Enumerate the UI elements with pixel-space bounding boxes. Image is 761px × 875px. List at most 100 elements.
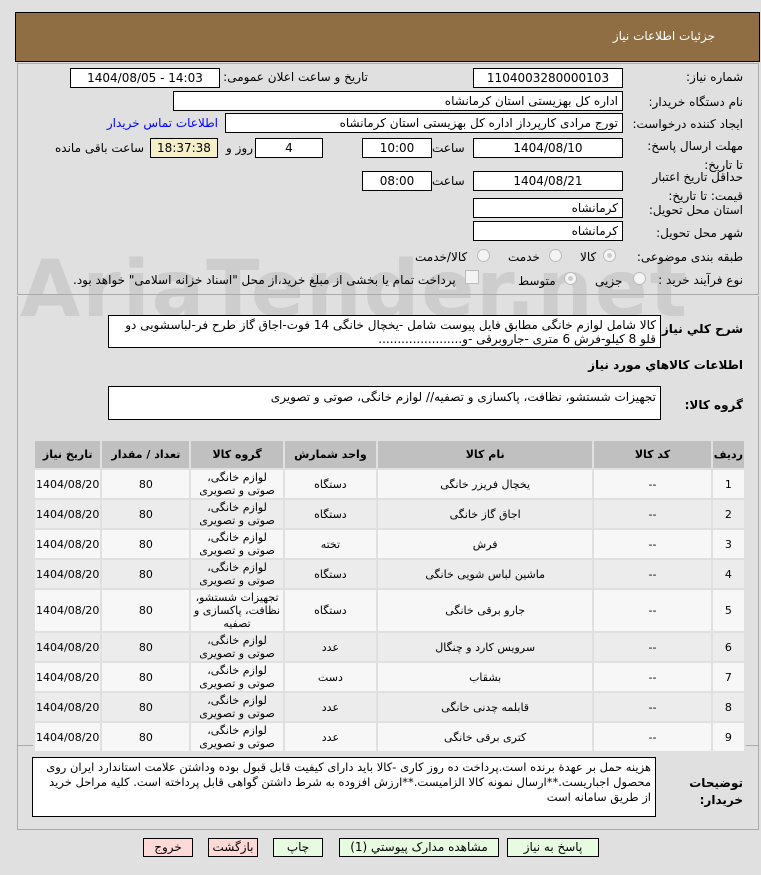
table-row: 7 -- بشقاب دست لوازم خانگی، صوتی و تصویری 80 1… [32,661,747,693]
cell-item-group: لوازم خانگی، صوتی و تصویری [189,721,285,753]
cell-item-name: قابلمه چدنی خانگی [376,691,595,723]
table-row: 3 -- فرش تخته لوازم خانگی، صوتی و تصویری 80 14… [32,528,747,560]
cell-unit: دستگاه [282,498,379,530]
creator-field: تورج مرادی کارپرداز اداره کل بهزیستی است… [225,113,623,133]
process-option-medium: متوسط [518,274,556,288]
remaining-time-field: 18:37:38 [150,138,218,158]
cell-item-group: لوازم خانگی، صوتی و تصویری [189,528,285,560]
attachments-button[interactable]: مشاهده مدارک پیوستي (1) [339,838,499,857]
cell-item-code: -- [592,468,713,500]
cell-item-name: فرش [376,528,595,560]
cell-unit: دستگاه [282,588,379,633]
cell-item-name: بشقاب [376,661,595,693]
cell-unit: دستگاه [282,468,379,500]
col-name: نام کالا [376,439,595,470]
goods-info-title: اطلاعات کالاهاي مورد نياز [588,358,743,372]
exit-button[interactable]: خروج [143,838,193,857]
cell-quantity: 80 [100,498,192,530]
cell-unit: عدد [282,631,379,663]
validity-time-label: ساعت [432,174,465,188]
province-label: استان محل تحویل: [648,203,743,217]
cell-unit: عدد [282,721,379,753]
treasury-checkbox[interactable] [465,270,479,284]
cell-item-name: ماشین لباس شویی خانگی [376,558,595,590]
buyer-contact-link[interactable]: اطلاعات تماس خریدار [106,116,218,130]
notes-textarea[interactable]: هزینه حمل بر عهدة برنده است.پرداخت ده رو… [32,757,656,817]
category-radio-goods-service[interactable] [477,249,490,262]
description-textarea[interactable]: کالا شامل لوازم خانگی مطابق فایل پیوست ش… [108,315,661,348]
cell-need-date: 1404/08/20 [32,588,103,633]
buyer-org-field: اداره کل بهزیستی استان کرمانشاه [173,91,623,111]
cell-item-name: یخچال فریزر خانگی [376,468,595,500]
category-option-goods-service: کالا/خدمت [415,250,468,264]
need-number-field: 1104003280000103 [473,68,623,88]
cell-quantity: 80 [100,468,192,500]
col-qty: تعداد / مقدار [100,439,192,470]
goods-table: ردیف کد کالا نام کالا واحد شمارش گروه کا… [32,439,747,753]
need-number-label: شماره نیاز: [686,70,743,84]
cell-item-code: -- [592,691,713,723]
deadline-date-field: 1404/08/10 [473,138,623,158]
goods-group-textarea[interactable]: تجهیزات شستشو، نظافت، پاکسازی و تصفیه// … [108,386,661,420]
col-unit: واحد شمارش [282,439,379,470]
cell-item-group: لوازم خانگی، صوتی و تصویری [189,631,285,663]
cell-need-date: 1404/08/20 [32,691,103,723]
cell-quantity: 80 [100,588,192,633]
announce-label: تاریخ و ساعت اعلان عمومی: [223,70,368,84]
cell-row-number: 3 [710,528,747,560]
deadline-time-label: ساعت [432,141,465,155]
cell-item-group: تجهیزات شستشو، نظافت، پاکسازی و تصفیه [189,588,285,633]
reply-button[interactable]: پاسخ به نیاز [507,838,599,857]
back-button[interactable]: بازگشت [208,838,258,857]
page-header: جزئیات اطلاعات نیاز [15,12,760,62]
validity-date-field: 1404/08/21 [473,171,623,191]
cell-item-group: لوازم خانگی، صوتی و تصویری [189,558,285,590]
category-radio-goods[interactable] [603,249,616,262]
cell-need-date: 1404/08/20 [32,528,103,560]
cell-need-date: 1404/08/20 [32,661,103,693]
cell-row-number: 5 [710,588,747,633]
cell-item-name: کتری برقی خانگی [376,721,595,753]
cell-quantity: 80 [100,721,192,753]
goods-group-label: گروه کالا: [684,398,743,412]
validity-label: حداقل تاریخ اعتبار قیمت: تا تاریخ: [652,170,743,203]
cell-need-date: 1404/08/20 [32,631,103,663]
notes-panel [17,746,759,830]
city-label: شهر محل تحویل: [656,226,743,240]
notes-label: توضیحات خریدار: [689,776,743,807]
days-field: 4 [255,138,323,158]
cell-item-code: -- [592,558,713,590]
table-row: 1 -- یخچال فریزر خانگی دستگاه لوازم خانگی، ص… [32,468,747,500]
table-row: 4 -- ماشین لباس شویی خانگی دستگاه لوازم خانگ… [32,558,747,590]
cell-need-date: 1404/08/20 [32,498,103,530]
table-header-row: ردیف کد کالا نام کالا واحد شمارش گروه کا… [32,439,747,470]
cell-quantity: 80 [100,661,192,693]
cell-item-group: لوازم خانگی، صوتی و تصویری [189,498,285,530]
category-option-goods: کالا [580,250,597,264]
category-option-service: خدمت [508,250,540,264]
cell-row-number: 1 [710,468,747,500]
cell-unit: عدد [282,691,379,723]
creator-label: ایجاد کننده درخواست: [632,117,743,131]
buyer-org-label: نام دستگاه خریدار: [648,95,744,109]
announce-field: 1404/08/05 - 14:03 [70,68,220,88]
days-label: روز و [226,141,253,155]
process-radio-minor[interactable] [633,272,646,285]
process-radio-medium[interactable] [564,272,577,285]
print-button[interactable]: چاپ [273,838,323,857]
deadline-time-field: 10:00 [362,138,432,158]
cell-quantity: 80 [100,631,192,663]
col-code: کد کالا [592,439,713,470]
cell-item-group: لوازم خانگی، صوتی و تصویری [189,691,285,723]
cell-unit: دستگاه [282,558,379,590]
col-date: تاریخ نیاز [32,439,103,470]
cell-item-group: لوازم خانگی، صوتی و تصویری [189,661,285,693]
treasury-text: پرداخت تمام یا بخشی از مبلغ خرید،از محل … [73,273,456,287]
validity-time-field: 08:00 [362,171,432,191]
cell-item-code: -- [592,721,713,753]
category-radio-service[interactable] [549,249,562,262]
cell-row-number: 8 [710,691,747,723]
table-row: 9 -- کتری برقی خانگی عدد لوازم خانگی، صوتی و… [32,721,747,753]
cell-row-number: 6 [710,631,747,663]
category-label: طبقه بندی موضوعی: [636,250,743,264]
